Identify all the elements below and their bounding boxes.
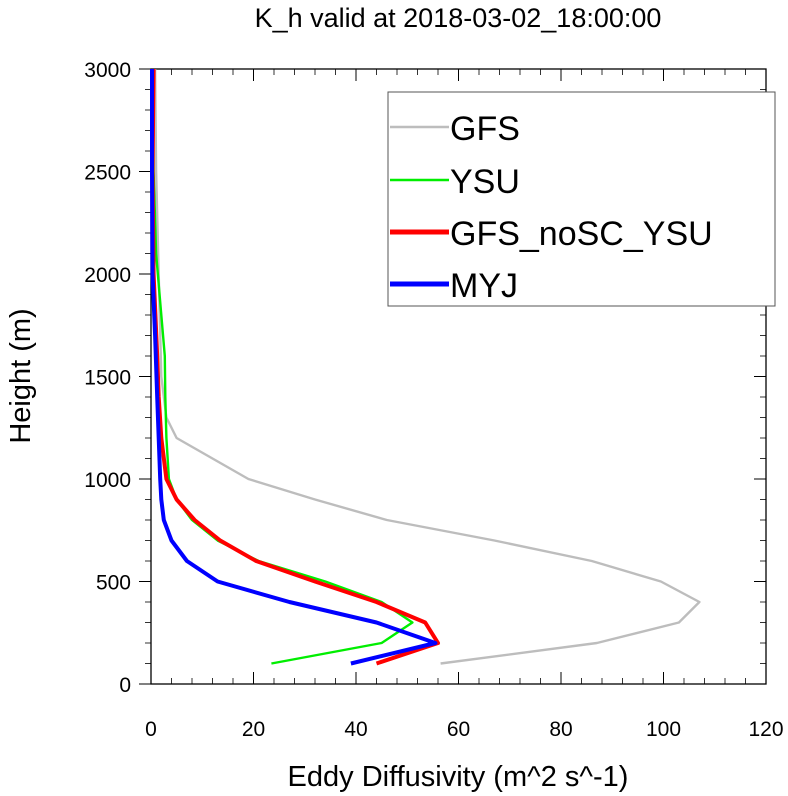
x-axis-label: Eddy Diffusivity (m^2 s^-1) [288,761,629,793]
x-tick-label: 60 [447,718,470,741]
x-tick-label: 40 [344,718,367,741]
y-tick-label: 1000 [84,469,131,492]
x-tick-label: 80 [549,718,572,741]
legend[interactable]: GFS YSU GFS_noSC_YSU MYJ [387,91,776,307]
legend-entry-label: YSU [450,163,520,201]
y-tick-label: 1500 [84,367,131,390]
legend-box [387,91,776,307]
y-tick-label: 3000 [84,59,131,82]
x-tick-label: 100 [646,718,681,741]
legend-entry-label: MYJ [450,267,518,305]
series-line-myj [150,69,438,666]
y-axis-label: Height (m) [5,308,37,443]
x-tick-label: 0 [145,718,157,741]
series-line-gfs [153,68,701,665]
tick-labels: 0 20 40 60 80 100 120 0 500 1000 1500 2000 2500 3000 [84,59,783,741]
legend-entry-label: GFS [450,110,520,148]
chart-title: K_h valid at 2018-03-02_18:00:00 [255,3,662,33]
series-layer [150,68,701,666]
x-tick-label: 20 [242,718,265,741]
series-line-ysu [151,68,414,665]
y-tick-label: 2500 [84,162,131,185]
y-tick-label: 2000 [84,264,131,287]
legend-entry-label: GFS_noSC_YSU [450,215,713,253]
y-tick-label: 500 [96,572,131,595]
x-tick-label: 120 [748,718,783,741]
y-tick-label: 0 [119,674,131,697]
